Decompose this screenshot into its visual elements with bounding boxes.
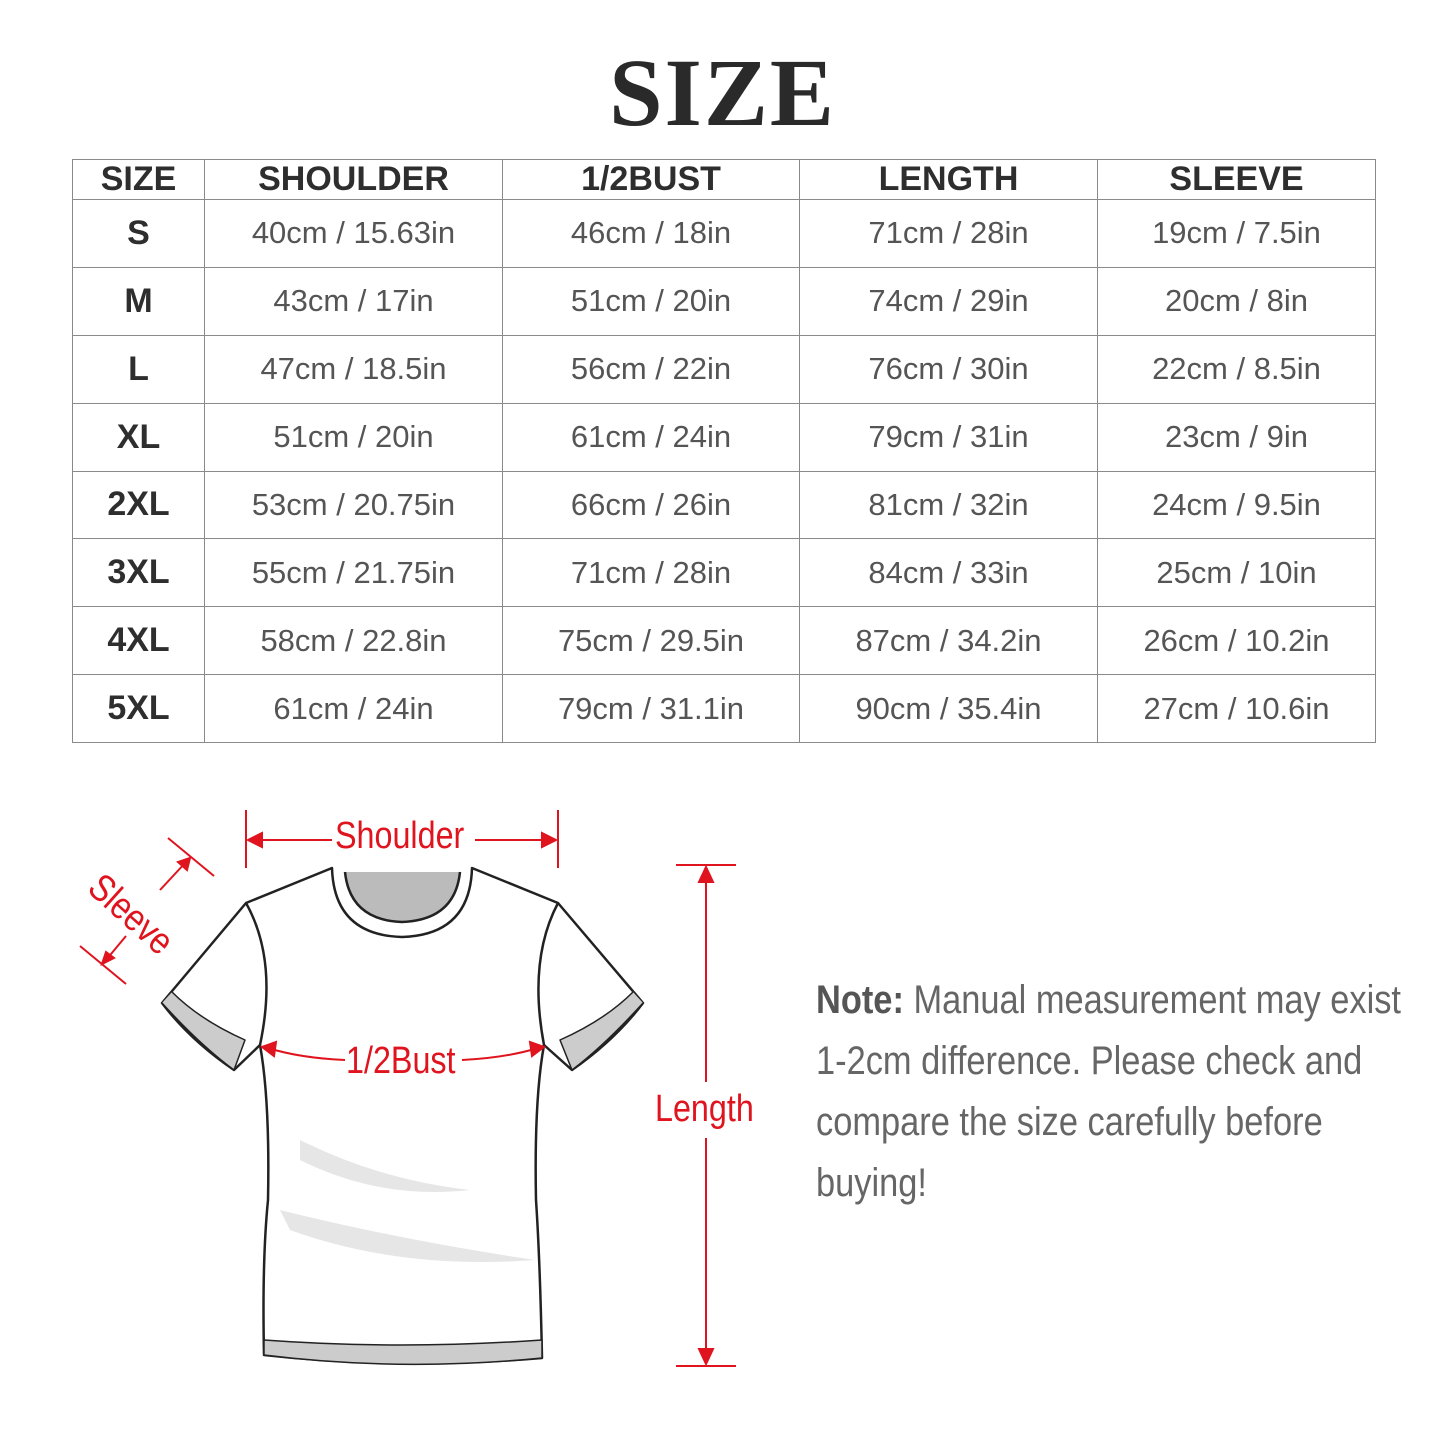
size-cell: M [72, 266, 205, 336]
measurement-cell: 23cm / 9in [1097, 402, 1376, 472]
measurement-cell: 53cm / 20.75in [204, 470, 503, 540]
size-cell: L [72, 334, 205, 404]
table-row: 5XL 61cm / 24in 79cm / 31.1in 90cm / 35.4in… [72, 674, 1376, 743]
table-row: XL 51cm / 20in 61cm / 24in 79cm / 31in 23cm … [72, 402, 1376, 472]
note-text: Note: Manual measurement may exist 1-2cm… [816, 970, 1435, 1214]
column-header: 1/2BUST [502, 159, 800, 200]
measurement-cell: 46cm / 18in [502, 199, 800, 268]
column-header: SHOULDER [204, 159, 503, 200]
measurement-cell: 43cm / 17in [204, 266, 503, 336]
size-cell: 4XL [72, 606, 205, 676]
measurement-cell: 81cm / 32in [799, 470, 1098, 540]
measurement-cell: 71cm / 28in [502, 538, 800, 608]
measurement-cell: 79cm / 31.1in [502, 674, 800, 743]
measurement-cell: 26cm / 10.2in [1097, 606, 1376, 676]
measurement-cell: 56cm / 22in [502, 334, 800, 404]
measurement-cell: 58cm / 22.8in [204, 606, 503, 676]
measurement-cell: 40cm / 15.63in [204, 199, 503, 268]
table-row: M 43cm / 17in 51cm / 20in 74cm / 29in 20cm /… [72, 266, 1376, 336]
measurement-cell: 24cm / 9.5in [1097, 470, 1376, 540]
table-row: 3XL 55cm / 21.75in 71cm / 28in 84cm / 33in 2… [72, 538, 1376, 608]
measurement-cell: 51cm / 20in [502, 266, 800, 336]
size-cell: 5XL [72, 674, 205, 743]
measurement-cell: 20cm / 8in [1097, 266, 1376, 336]
measurement-cell: 61cm / 24in [502, 402, 800, 472]
measurement-cell: 61cm / 24in [204, 674, 503, 743]
measurement-cell: 79cm / 31in [799, 402, 1098, 472]
size-table: SIZE SHOULDER 1/2BUST LENGTH SLEEVE S 40cm / … [72, 159, 1376, 743]
length-label: Length [655, 1088, 754, 1130]
measurement-cell: 27cm / 10.6in [1097, 674, 1376, 743]
table-row: 2XL 53cm / 20.75in 66cm / 26in 81cm / 32in 2… [72, 470, 1376, 540]
size-cell: S [72, 199, 205, 268]
measurement-cell: 22cm / 8.5in [1097, 334, 1376, 404]
measurement-cell: 19cm / 7.5in [1097, 199, 1376, 268]
measurement-cell: 75cm / 29.5in [502, 606, 800, 676]
note-body: Manual measurement may exist 1-2cm diffe… [816, 978, 1402, 1205]
measurement-cell: 25cm / 10in [1097, 538, 1376, 608]
measurement-cell: 47cm / 18.5in [204, 334, 503, 404]
size-cell: 3XL [72, 538, 205, 608]
measurement-cell: 51cm / 20in [204, 402, 503, 472]
column-header: LENGTH [799, 159, 1098, 200]
measurement-cell: 84cm / 33in [799, 538, 1098, 608]
tshirt-icon [160, 866, 645, 1366]
column-header: SLEEVE [1097, 159, 1376, 200]
page-title: SIZE [609, 39, 836, 146]
measurement-cell: 74cm / 29in [799, 266, 1098, 336]
measurement-cell: 66cm / 26in [502, 470, 800, 540]
table-header-row: SIZE SHOULDER 1/2BUST LENGTH SLEEVE [72, 159, 1376, 200]
column-header: SIZE [72, 159, 205, 200]
size-cell: 2XL [72, 470, 205, 540]
measurement-cell: 90cm / 35.4in [799, 674, 1098, 743]
note-label: Note: [816, 978, 904, 1022]
bust-label: 1/2Bust [346, 1040, 456, 1082]
measurement-lines [79, 810, 736, 1367]
table-row: L 47cm / 18.5in 56cm / 22in 76cm / 30in 22cm… [72, 334, 1376, 404]
measurement-cell: 55cm / 21.75in [204, 538, 503, 608]
table-row: S 40cm / 15.63in 46cm / 18in 71cm / 28in 19c… [72, 199, 1376, 268]
shoulder-label: Shoulder [335, 815, 465, 857]
measurement-cell: 76cm / 30in [799, 334, 1098, 404]
